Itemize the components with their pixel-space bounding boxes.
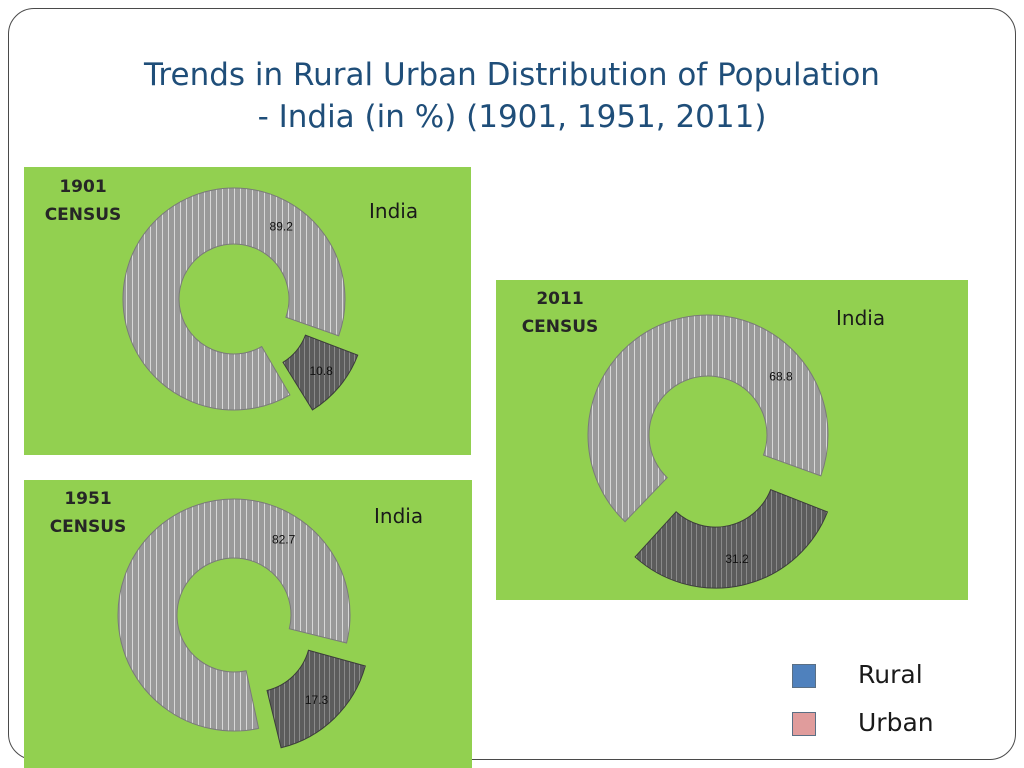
chart-subtitle: India: [374, 504, 424, 528]
census-word: CENSUS: [44, 205, 122, 225]
donut-chart-1901: 89.2 10.8: [122, 187, 359, 411]
donut-slice-rural: [122, 187, 346, 411]
data-label-urban: 10.8: [309, 364, 333, 378]
chart-subtitle: India: [369, 199, 419, 223]
legend-swatch-urban: [792, 712, 816, 736]
legend-label-urban: Urban: [858, 708, 934, 737]
census-word: CENSUS: [49, 517, 127, 537]
data-label-rural: 68.8: [769, 369, 793, 383]
census-year-label: 1951 CENSUS: [43, 485, 133, 541]
data-label-rural: 89.2: [270, 219, 294, 233]
chart-subtitle: India: [836, 306, 886, 330]
chart-panel-1951: 82.7 17.3 1951 CENSUS India: [24, 480, 472, 768]
data-label-urban: 17.3: [305, 693, 329, 707]
donut-slice-rural: [117, 498, 351, 732]
donut-slice-urban: [282, 334, 359, 411]
donut-slice-urban: [266, 649, 366, 749]
legend-item-rural: Rural: [790, 660, 970, 692]
census-year-label: 1901 CENSUS: [38, 173, 128, 229]
donut-slice-urban: [634, 489, 829, 589]
data-label-urban: 31.2: [725, 552, 749, 566]
legend-swatch-rural: [792, 664, 816, 688]
chart-panel-2011: 68.8 31.2 2011 CENSUS India: [496, 280, 968, 600]
census-year: 1951: [64, 489, 112, 509]
donut-slice-rural: [587, 314, 829, 523]
census-year: 1901: [59, 177, 107, 197]
slide-title: Trends in Rural Urban Distribution of Po…: [62, 54, 962, 138]
census-year-label: 2011 CENSUS: [514, 285, 606, 341]
slide-title-line2: - India (in %) (1901, 1951, 2011): [257, 99, 767, 135]
legend-item-urban: Urban: [790, 708, 970, 740]
slide-title-line1: Trends in Rural Urban Distribution of Po…: [144, 57, 880, 93]
census-word: CENSUS: [521, 317, 599, 337]
donut-chart-2011: 68.8 31.2: [587, 314, 829, 589]
data-label-rural: 82.7: [272, 532, 296, 546]
donut-chart-1951: 82.7 17.3: [117, 498, 366, 749]
census-year: 2011: [536, 289, 584, 309]
chart-panel-1901: 89.2 10.8 1901 CENSUS India: [24, 167, 471, 455]
legend-label-rural: Rural: [858, 660, 923, 689]
